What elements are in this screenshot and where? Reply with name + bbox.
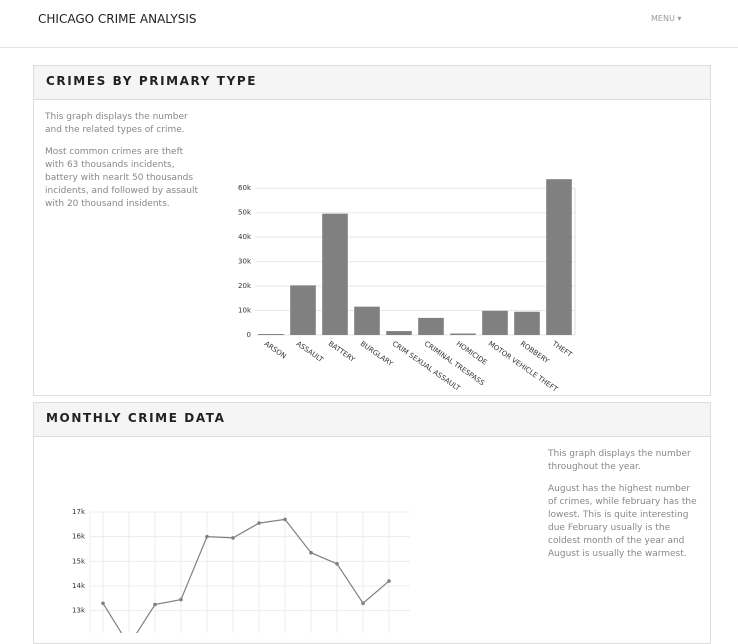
point	[257, 521, 261, 525]
x-tick-label: ARSON	[263, 340, 288, 361]
line	[102, 518, 390, 633]
y-tick-label: 50k	[238, 209, 252, 217]
paragraph: This graph displays the number throughou…	[548, 449, 691, 472]
x-tick-label: ASSAULT	[295, 340, 326, 365]
y-tick-label: 15k	[72, 557, 86, 565]
point	[205, 534, 209, 539]
paragraph: This graph displays the number and the r…	[45, 112, 188, 135]
panel: CRIMES BY PRIMARY TYPE	[33, 65, 711, 396]
point	[335, 562, 339, 566]
y-tick-label: 0	[247, 331, 251, 339]
panel-title: MONTHLY CRIME DATA	[34, 403, 710, 437]
point	[387, 579, 391, 583]
bar	[258, 334, 284, 335]
x-tick-label: THEFT	[550, 339, 574, 359]
bar	[322, 213, 348, 335]
y-tick-label: 40k	[238, 233, 252, 241]
panel-text: This graph displays the number and the r…	[45, 111, 200, 220]
y-tick-label: 14k	[72, 582, 86, 590]
point	[231, 536, 235, 540]
x-tick-label: BURGLARY	[359, 340, 395, 369]
panel-text: This graph displays the number throughou…	[548, 448, 700, 570]
x-tick-label: BATTERY	[327, 340, 357, 365]
y-tick-label: 30k	[238, 258, 252, 266]
y-tick-label: 20k	[238, 282, 252, 290]
y-tick-label: 60k	[238, 184, 252, 192]
panel-title: CRIMES BY PRIMARY TYPE	[34, 66, 710, 100]
y-tick-label: 13k	[72, 607, 86, 615]
bar	[450, 333, 476, 335]
y-tick-label: 10k	[238, 307, 252, 315]
bar	[482, 310, 508, 335]
paragraph: August has the highest number of crimes,…	[548, 484, 697, 559]
header: CHICAGO CRIME ANALYSIS MENU ▾	[0, 0, 738, 48]
panel: MONTHLY CRIME DATA	[33, 402, 711, 644]
y-tick-label: 16k	[72, 533, 86, 541]
bar	[354, 306, 380, 335]
point	[153, 602, 157, 607]
bar	[514, 311, 540, 335]
bar	[386, 331, 412, 335]
brand[interactable]: CHICAGO CRIME ANALYSIS	[38, 12, 197, 26]
point	[361, 601, 365, 606]
point	[283, 517, 287, 522]
bar	[418, 317, 444, 335]
y-tick-label: 17k	[72, 508, 86, 516]
menu[interactable]: MENU ▾	[651, 14, 682, 23]
paragraph: Most common crimes are theft with 63 tho…	[45, 147, 199, 209]
point	[179, 597, 183, 602]
point	[309, 550, 313, 555]
point	[101, 601, 105, 606]
bar	[546, 179, 572, 335]
bar	[290, 285, 316, 335]
